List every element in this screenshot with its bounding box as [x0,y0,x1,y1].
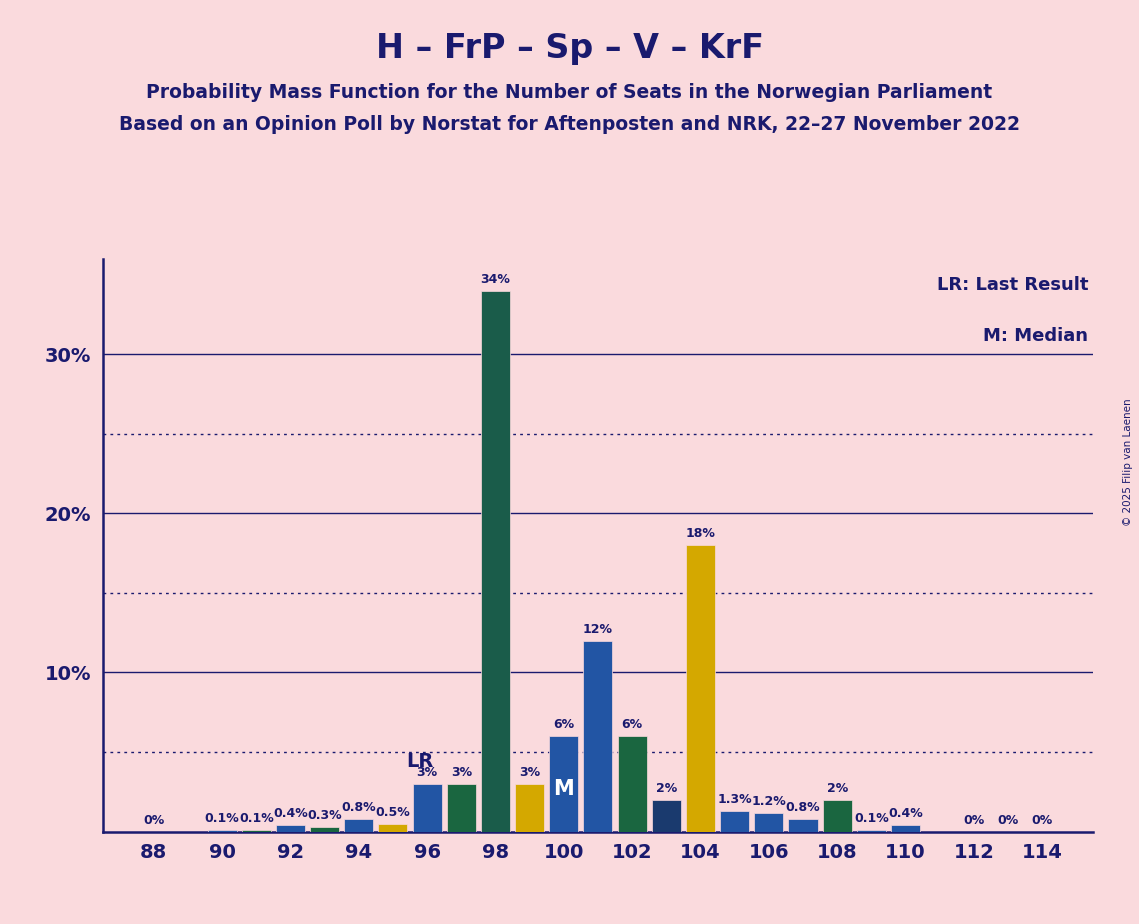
Text: 0%: 0% [964,814,984,827]
Text: 0.1%: 0.1% [854,812,888,825]
Text: 2%: 2% [827,782,847,795]
Text: 12%: 12% [583,623,613,636]
Bar [583,640,613,832]
Bar [276,825,305,832]
Text: LR: Last Result: LR: Last Result [937,276,1089,294]
Bar [788,819,818,832]
Text: Probability Mass Function for the Number of Seats in the Norwegian Parliament: Probability Mass Function for the Number… [147,83,992,103]
Bar [652,800,681,832]
Text: 0%: 0% [1032,814,1052,827]
Bar [822,800,852,832]
Bar [891,825,920,832]
Bar [857,830,886,832]
Text: H – FrP – Sp – V – KrF: H – FrP – Sp – V – KrF [376,32,763,66]
Bar [754,812,784,832]
Bar [310,827,339,832]
Bar [720,811,749,832]
Bar [241,830,271,832]
Text: M: Median: M: Median [983,327,1089,346]
Text: 0%: 0% [998,814,1018,827]
Bar [515,784,544,832]
Text: 0.5%: 0.5% [376,806,410,819]
Text: 2%: 2% [656,782,677,795]
Text: 0%: 0% [144,814,164,827]
Text: 0.1%: 0.1% [205,812,239,825]
Text: 0.8%: 0.8% [786,801,820,814]
Bar [549,736,579,832]
Bar [446,784,476,832]
Text: 6%: 6% [554,718,574,732]
Bar [686,545,715,832]
Text: 0.3%: 0.3% [308,809,342,822]
Text: M: M [554,779,574,798]
Text: 34%: 34% [481,273,510,286]
Text: 0.1%: 0.1% [239,812,273,825]
Text: 1.3%: 1.3% [718,793,752,806]
Bar [617,736,647,832]
Bar [378,823,408,832]
Text: 3%: 3% [417,766,437,779]
Text: 18%: 18% [686,528,715,541]
Text: 3%: 3% [519,766,540,779]
Text: 0.8%: 0.8% [342,801,376,814]
Text: 6%: 6% [622,718,642,732]
Text: 0.4%: 0.4% [888,808,923,821]
Text: 1.2%: 1.2% [752,795,786,808]
Bar [207,830,237,832]
Bar [344,819,374,832]
Bar [481,290,510,832]
Text: 0.4%: 0.4% [273,808,308,821]
Text: © 2025 Filip van Laenen: © 2025 Filip van Laenen [1123,398,1133,526]
Text: Based on an Opinion Poll by Norstat for Aftenposten and NRK, 22–27 November 2022: Based on an Opinion Poll by Norstat for … [118,116,1021,135]
Text: LR: LR [407,752,434,772]
Bar [412,784,442,832]
Text: 3%: 3% [451,766,472,779]
